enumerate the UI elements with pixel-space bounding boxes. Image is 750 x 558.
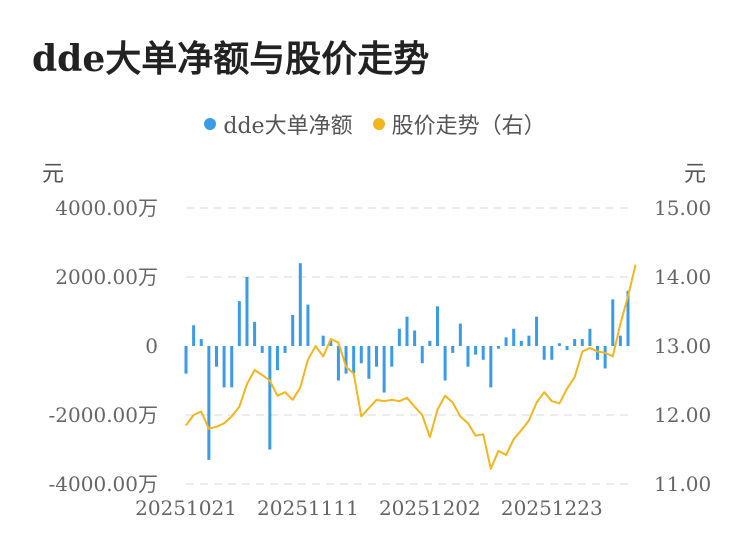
- dde-bar: [321, 335, 325, 346]
- dde-bar: [512, 328, 516, 346]
- dde-bar: [306, 304, 310, 346]
- right-axis-unit: 元: [684, 162, 707, 187]
- dde-bar: [375, 346, 379, 367]
- dde-bar: [237, 301, 241, 346]
- dde-bar: [626, 290, 630, 346]
- legend-dot-icon: [372, 118, 385, 130]
- dde-bar: [428, 340, 432, 346]
- dde-bar: [207, 346, 211, 460]
- dde-bar: [458, 323, 462, 346]
- dde-bar: [352, 346, 356, 374]
- legend-item-price[interactable]: 股价走势（右）: [372, 108, 546, 140]
- dde-bar: [192, 325, 196, 346]
- dde-bar: [542, 346, 546, 360]
- dde-bar: [557, 343, 561, 346]
- x-tick-label: 20251111: [257, 496, 359, 520]
- dde-bar: [466, 346, 470, 367]
- dde-bar: [336, 346, 340, 381]
- dde-bar: [291, 314, 295, 346]
- dde-bar: [504, 337, 508, 346]
- dde-bar: [329, 340, 333, 346]
- y-right-tick-label: 14.00: [654, 265, 711, 289]
- dde-bar: [367, 346, 371, 379]
- dde-bar: [474, 346, 478, 355]
- y-right-tick-label: 15.00: [654, 196, 711, 220]
- dde-bar: [496, 346, 500, 349]
- dde-bar: [268, 346, 272, 450]
- dde-bar: [588, 328, 592, 346]
- y-left-tick-label: -4000.00万: [49, 472, 158, 496]
- x-tick-label: 20251223: [501, 496, 603, 520]
- dde-bar: [443, 346, 447, 381]
- legend: dde大单净额 股价走势（右）: [0, 108, 750, 140]
- y-left-tick-label: -2000.00万: [49, 403, 158, 427]
- legend-dot-icon: [204, 118, 217, 130]
- chart-title: dde大单净额与股价走势: [32, 38, 430, 80]
- x-tick-label: 20251202: [379, 496, 481, 520]
- dde-bar: [253, 321, 257, 346]
- legend-label-dde: dde大单净额: [223, 114, 353, 139]
- dde-bar: [565, 346, 569, 351]
- dde-bar: [603, 346, 607, 369]
- dde-bar: [527, 335, 531, 346]
- y-right-tick-label: 12.00: [654, 403, 711, 427]
- legend-item-dde[interactable]: dde大单净额: [204, 108, 353, 140]
- dde-bar: [573, 339, 577, 346]
- dde-bar: [260, 346, 264, 353]
- dde-bar: [519, 340, 523, 346]
- left-axis-unit: 元: [42, 162, 65, 187]
- dde-bar: [550, 346, 554, 360]
- y-left-tick-label: 0: [145, 334, 158, 358]
- dde-bar: [413, 330, 417, 346]
- dde-bar: [245, 277, 249, 346]
- dde-bar: [184, 346, 188, 374]
- dde-bar: [390, 346, 394, 367]
- dde-bar: [344, 346, 348, 374]
- y-left-tick-label: 2000.00万: [55, 265, 158, 289]
- dde-bar: [230, 346, 234, 388]
- y-right-tick-label: 11.00: [654, 472, 711, 496]
- dde-bar: [275, 346, 279, 371]
- dde-bar: [435, 306, 439, 346]
- dde-bar: [481, 346, 485, 360]
- dde-bar: [451, 346, 455, 353]
- dde-bar: [222, 346, 226, 388]
- dde-bar: [405, 316, 409, 346]
- dde-bar: [420, 346, 424, 364]
- dde-bar: [283, 346, 287, 353]
- legend-label-price: 股价走势（右）: [391, 114, 546, 139]
- x-tick-label: 20251021: [135, 496, 237, 520]
- dde-bar: [199, 339, 203, 346]
- dde-bar: [489, 346, 493, 388]
- dde-bar: [596, 346, 600, 360]
- dde-bar: [535, 316, 539, 346]
- price-line: [185, 264, 637, 470]
- dde-bar: [618, 335, 622, 346]
- dde-bar: [214, 346, 218, 367]
- dde-bar: [611, 299, 615, 346]
- dde-bar: [382, 346, 386, 393]
- dde-bar: [397, 328, 401, 346]
- dde-bar: [298, 263, 302, 346]
- dde-bar: [359, 346, 363, 364]
- dde-bar: [580, 339, 584, 346]
- y-right-tick-label: 13.00: [654, 334, 711, 358]
- y-left-tick-label: 4000.00万: [55, 196, 158, 220]
